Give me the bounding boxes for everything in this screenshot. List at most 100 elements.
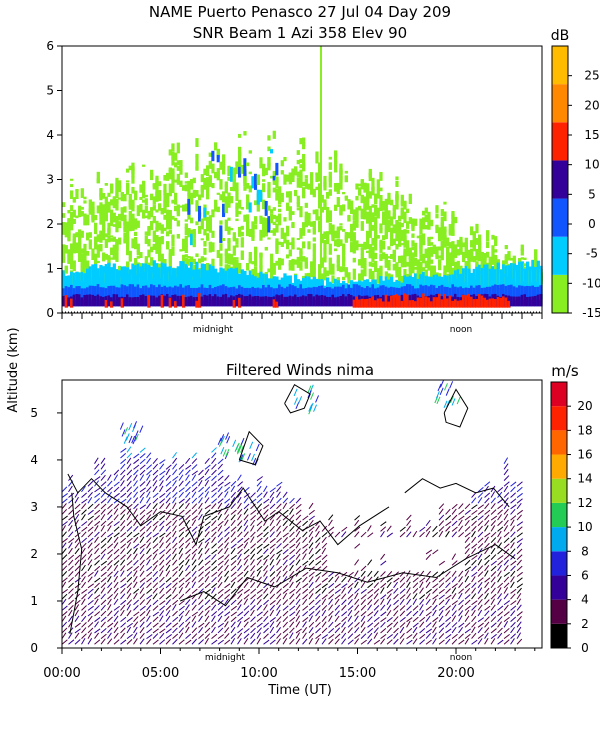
wind-barb bbox=[438, 599, 445, 606]
snr-cell bbox=[136, 250, 140, 256]
snr-cell bbox=[187, 267, 191, 300]
snr-cell bbox=[70, 284, 74, 307]
wind-barb bbox=[308, 502, 314, 510]
snr-cell bbox=[144, 295, 148, 307]
snr-cell bbox=[478, 254, 482, 262]
wind-barb bbox=[172, 582, 178, 589]
snr-cell bbox=[334, 248, 338, 252]
snr-cell bbox=[158, 248, 162, 260]
wind-barb bbox=[139, 599, 146, 606]
wind-barb bbox=[256, 543, 263, 549]
wind-barb bbox=[432, 604, 438, 611]
snr-cell bbox=[67, 220, 71, 227]
snr-cell bbox=[240, 269, 244, 300]
wind-barb bbox=[373, 627, 379, 634]
wind-barb bbox=[191, 559, 197, 566]
wind-barb bbox=[458, 626, 464, 634]
snr-cell bbox=[208, 160, 212, 169]
wind-barb bbox=[432, 638, 437, 645]
snr-cell bbox=[230, 196, 234, 204]
wind-barb bbox=[225, 448, 230, 457]
wind-barb bbox=[503, 587, 509, 594]
wind-barb bbox=[113, 486, 120, 493]
wind-barb bbox=[198, 610, 204, 617]
wind-barb bbox=[315, 566, 322, 572]
snr-cell bbox=[115, 239, 119, 250]
snr-cell bbox=[248, 185, 252, 193]
wind-barb bbox=[341, 587, 346, 594]
wind-barb bbox=[224, 621, 229, 628]
wind-barb bbox=[412, 577, 419, 583]
snr-cell bbox=[75, 190, 79, 200]
snr-cell bbox=[88, 232, 92, 238]
wind-barb bbox=[510, 600, 517, 606]
snr-cell bbox=[475, 285, 479, 307]
wind-barb bbox=[121, 429, 126, 437]
wind-barb bbox=[490, 491, 496, 498]
wind-barb bbox=[302, 531, 308, 538]
snr-cell bbox=[512, 263, 516, 300]
wind-speed-contour bbox=[67, 473, 390, 547]
snr-cell bbox=[144, 215, 148, 219]
wind-barb bbox=[204, 521, 211, 527]
wind-barb bbox=[451, 508, 457, 515]
wind-barb bbox=[315, 593, 321, 600]
snr-cell bbox=[238, 263, 242, 274]
wind-barb bbox=[126, 480, 132, 487]
snr-cell bbox=[78, 232, 82, 244]
snr-cell bbox=[275, 240, 279, 252]
snr-cell bbox=[115, 198, 119, 204]
snr-cell bbox=[128, 210, 132, 223]
wind-barb bbox=[139, 605, 146, 611]
wind-barb bbox=[269, 496, 274, 504]
snr-cell bbox=[123, 285, 127, 307]
snr-cell bbox=[174, 179, 178, 183]
snr-cell bbox=[419, 237, 423, 241]
snr-cell bbox=[486, 264, 490, 300]
snr-cell bbox=[291, 211, 295, 215]
snr-cell bbox=[456, 260, 460, 271]
wind-barb bbox=[211, 571, 218, 577]
snr-cell bbox=[102, 296, 106, 307]
snr-cell bbox=[262, 179, 266, 182]
wind-barb bbox=[68, 547, 73, 555]
wind-barb bbox=[128, 435, 133, 444]
wind-barb bbox=[289, 525, 295, 532]
snr-cell bbox=[70, 190, 74, 199]
snr-cell bbox=[251, 221, 255, 232]
wind-barb bbox=[477, 515, 484, 521]
snr-cell bbox=[366, 211, 370, 224]
wind-barb bbox=[451, 570, 457, 577]
snr-cell bbox=[110, 218, 114, 227]
wind-barb bbox=[230, 611, 237, 617]
snr-cell bbox=[304, 175, 308, 179]
snr-cell bbox=[126, 267, 130, 300]
wind-barb bbox=[386, 598, 392, 606]
wind-barb bbox=[497, 526, 504, 532]
snr-cell bbox=[270, 230, 274, 233]
wind-barb bbox=[360, 604, 367, 611]
wind-barb bbox=[256, 588, 264, 594]
wind-barb bbox=[263, 604, 268, 611]
snr-cell bbox=[440, 253, 444, 261]
wind-barb bbox=[497, 632, 503, 639]
wind-barb bbox=[269, 621, 275, 628]
snr-cell bbox=[363, 299, 367, 308]
snr-cell bbox=[376, 207, 380, 219]
wind-barb bbox=[120, 577, 127, 583]
wind-barb bbox=[497, 598, 502, 606]
wind-barb bbox=[250, 581, 256, 589]
wind-barb bbox=[269, 633, 276, 639]
wind-barb bbox=[295, 604, 301, 611]
snr-cell bbox=[387, 295, 391, 307]
snr-cell bbox=[195, 300, 199, 308]
wind-barb bbox=[139, 593, 145, 600]
wind-barb bbox=[94, 639, 101, 645]
snr-cell bbox=[518, 285, 522, 307]
snr-cell bbox=[120, 216, 124, 222]
snr-cell bbox=[168, 183, 172, 196]
wind-barb bbox=[276, 593, 282, 600]
snr-cell bbox=[270, 209, 274, 214]
snr-cell bbox=[278, 197, 282, 205]
snr-cell bbox=[166, 209, 170, 217]
